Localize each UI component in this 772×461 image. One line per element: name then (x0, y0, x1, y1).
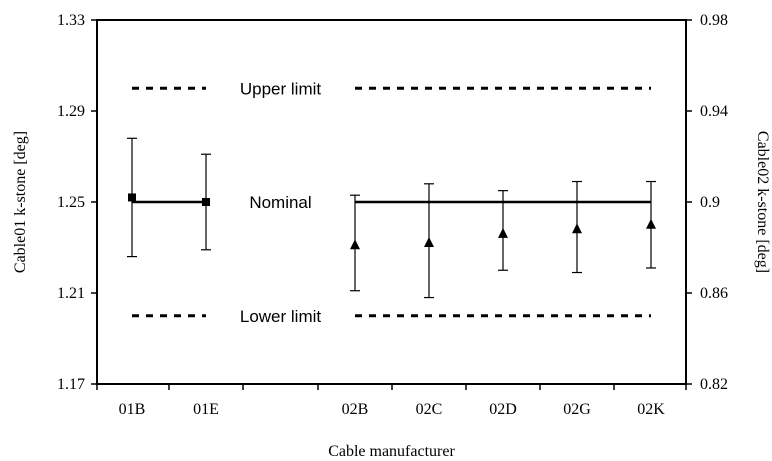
reference-line-label: Lower limit (240, 307, 322, 326)
left-axis-tick-label: 1.33 (57, 12, 85, 29)
right-axis-tick-label: 0.82 (700, 376, 728, 393)
left-axis-tick-label: 1.21 (57, 285, 85, 302)
left-axis-tick-label: 1.29 (57, 103, 85, 120)
square-marker (202, 198, 210, 206)
x-axis-title: Cable manufacturer (328, 443, 455, 460)
triangle-marker (424, 237, 434, 247)
x-axis-tick-label: 02G (563, 401, 591, 418)
x-axis-tick-label: 02D (489, 401, 517, 418)
triangle-marker (646, 219, 656, 229)
right-axis-tick-label: 0.94 (700, 103, 728, 120)
x-axis-tick-label: 02K (637, 401, 665, 418)
left-axis-tick-label: 1.17 (57, 376, 85, 393)
x-axis-tick-label: 02B (342, 401, 369, 418)
reference-line-label: Upper limit (240, 79, 322, 98)
right-axis-ticks: 0.82 0.86 0.9 0.94 0.98 (686, 12, 728, 393)
left-axis-tick-label: 1.25 (57, 194, 85, 211)
square-marker (128, 193, 136, 201)
right-axis-tick-label: 0.86 (700, 285, 728, 302)
reference-labels: Upper limit Nominal Lower limit (240, 79, 322, 326)
x-axis-tick-label: 01B (119, 401, 146, 418)
data-markers (127, 138, 656, 297)
triangle-marker (572, 223, 582, 233)
x-axis-tick-label: 01E (193, 401, 219, 418)
triangle-marker (350, 239, 360, 249)
x-axis-ticks: 01B 01E 02B 02C 02D 02G 02K (97, 384, 686, 418)
right-axis-tick-label: 0.9 (700, 194, 720, 211)
left-axis-ticks: 1.17 1.21 1.25 1.29 1.33 (57, 12, 97, 393)
right-y-axis-title: Cable02 k-stone [deg] (754, 131, 771, 273)
left-y-axis-title: Cable01 k-stone [deg] (12, 131, 29, 273)
x-axis-tick-label: 02C (416, 401, 443, 418)
triangle-marker (498, 228, 508, 238)
reference-line-label: Nominal (249, 193, 311, 212)
right-axis-tick-label: 0.98 (700, 12, 728, 29)
